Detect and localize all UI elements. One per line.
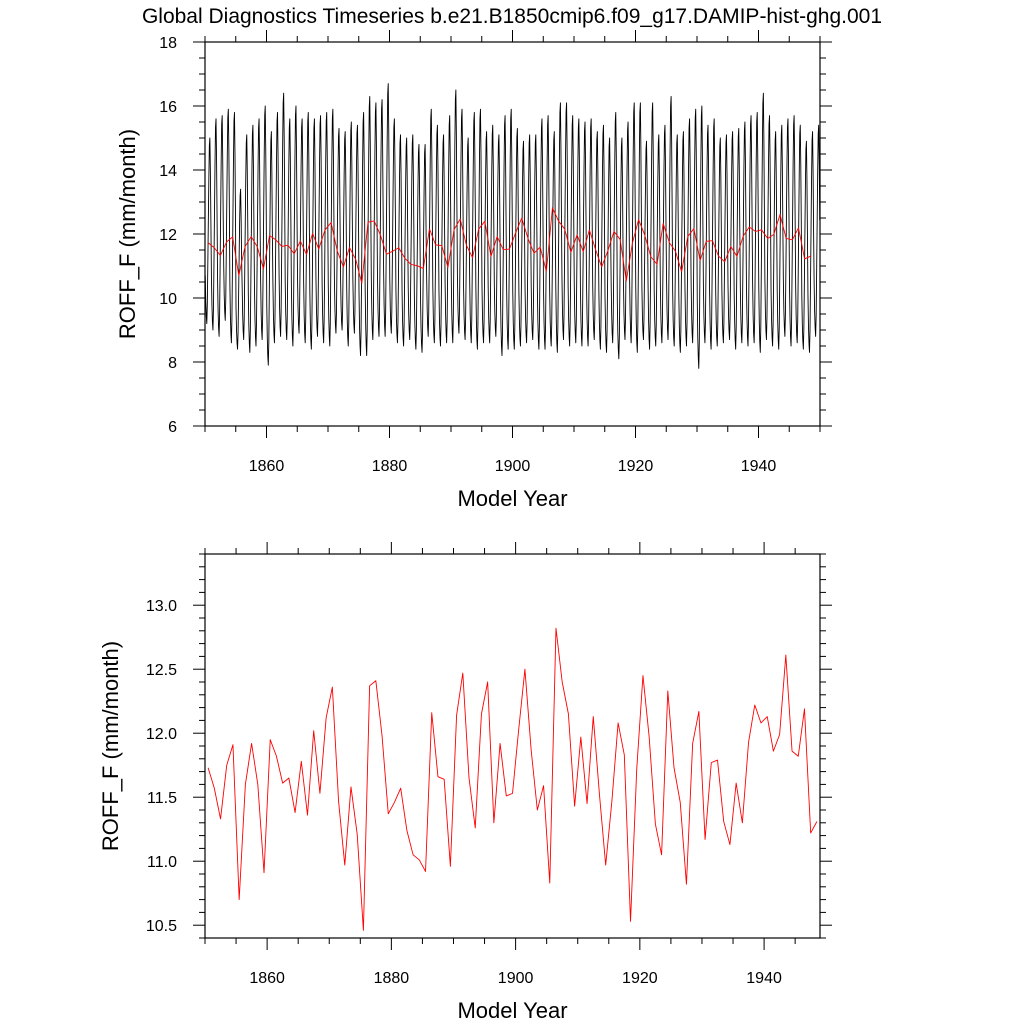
panel-top: 1860 1880 1900 1920 1940 6 8 10 12 14 16 18 Model Ye…	[115, 30, 832, 511]
y-tick-label: 8	[168, 355, 177, 372]
y-axis-title: ROFF_F (mm/month)	[115, 129, 140, 339]
x-tick-label: 1900	[495, 458, 531, 475]
y-tick-label: 18	[159, 35, 177, 52]
x-tick-label: 1920	[622, 970, 658, 987]
y-tick-label: 10	[159, 291, 177, 308]
x-tick-label: 1880	[374, 970, 410, 987]
y-tick-label: 11.5	[147, 790, 177, 807]
y-tick-label: 12.0	[146, 726, 177, 743]
x-tick-label: 1860	[249, 458, 285, 475]
y-tick-label: 13.0	[146, 598, 177, 615]
y-tick-label: 12.5	[146, 662, 177, 679]
y-tick-label: 12	[159, 227, 177, 244]
x-axis-title: Model Year	[457, 486, 567, 511]
annual-series-line	[207, 627, 818, 931]
monthly-series-line	[205, 83, 820, 369]
x-tick-label: 1860	[249, 970, 285, 987]
annual-series-line	[207, 207, 811, 284]
y-axis-title: ROFF_F (mm/month)	[98, 641, 123, 851]
figure-title: Global Diagnostics Timeseries b.e21.B185…	[142, 5, 882, 28]
y-tick-label: 11.0	[147, 854, 177, 871]
x-tick-label: 1920	[618, 458, 654, 475]
plot-frame	[204, 553, 821, 939]
x-tick-label: 1940	[741, 458, 777, 475]
x-tick-label: 1900	[498, 970, 534, 987]
x-tick-label: 1880	[372, 458, 408, 475]
y-tick-label: 16	[159, 99, 177, 116]
y-tick-label: 10.5	[146, 918, 177, 935]
y-tick-label: 6	[168, 419, 177, 436]
x-tick-label: 1940	[746, 970, 782, 987]
series-group	[207, 627, 818, 931]
panel-bottom: 1860 1880 1900 1920 1940 10.5 11.0 11.5 12.0 12.5…	[98, 542, 832, 1023]
series-group	[205, 83, 820, 369]
x-axis-title: Model Year	[457, 998, 567, 1023]
y-tick-label: 14	[159, 163, 177, 180]
